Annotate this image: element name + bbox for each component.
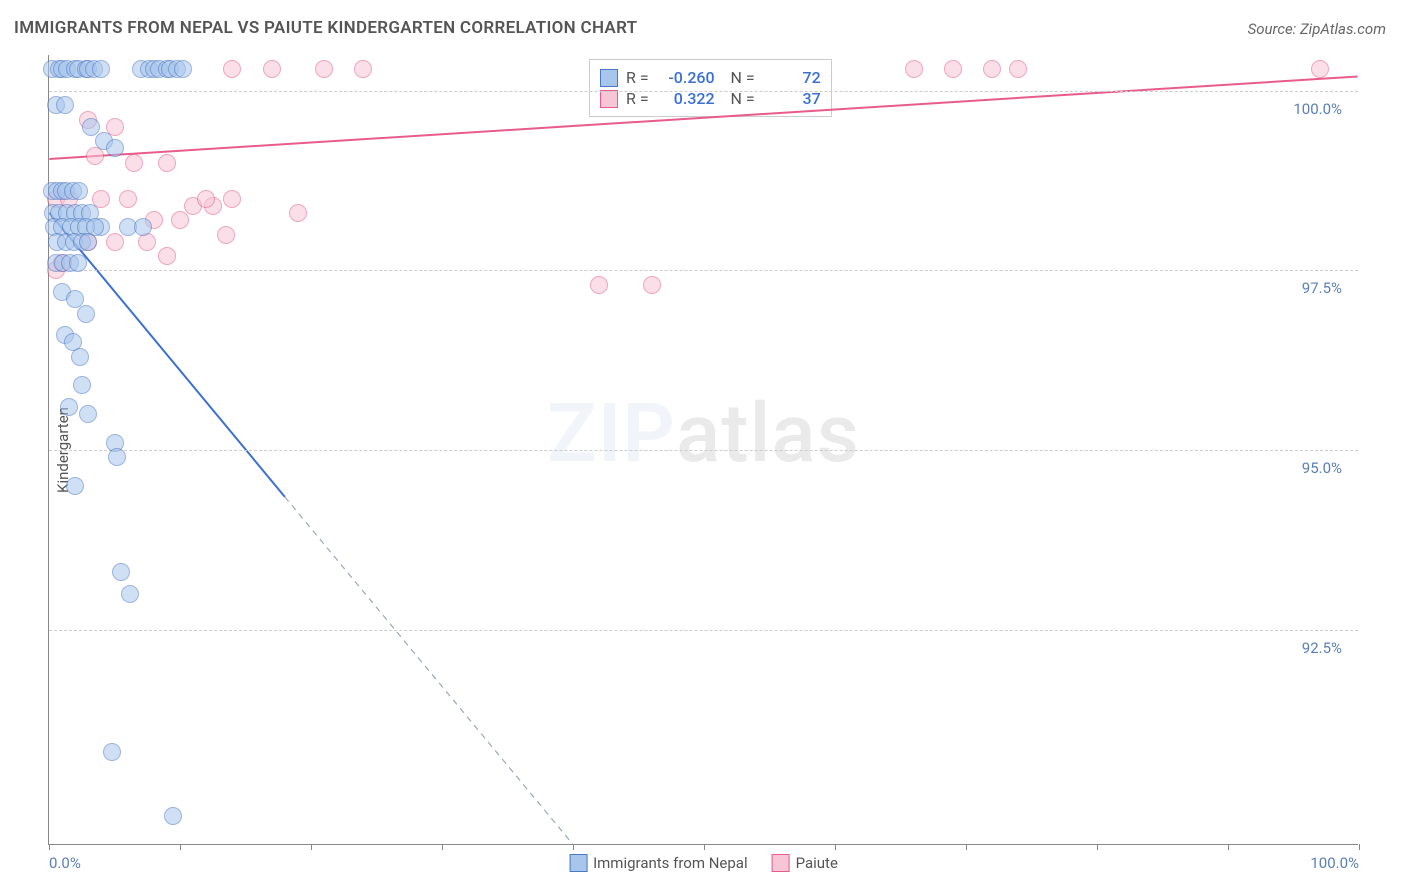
scatter-point <box>217 226 235 244</box>
scatter-point <box>134 218 152 236</box>
scatter-point <box>289 204 307 222</box>
gridline <box>49 450 1358 451</box>
x-tick <box>311 844 312 850</box>
scatter-point <box>354 60 372 78</box>
x-tick <box>1097 844 1098 850</box>
x-tick <box>49 844 50 850</box>
scatter-point <box>103 743 121 761</box>
scatter-point <box>983 60 1001 78</box>
n-value: 72 <box>763 68 821 87</box>
gridline <box>49 91 1358 92</box>
x-tick <box>704 844 705 850</box>
scatter-point <box>77 305 95 323</box>
y-tick-label: 95.0% <box>1298 459 1346 477</box>
scatter-point <box>164 807 182 825</box>
legend-label: Immigrants from Nepal <box>593 854 748 872</box>
scatter-point <box>70 182 88 200</box>
scatter-point <box>71 348 89 366</box>
y-tick-label: 92.5% <box>1298 639 1346 657</box>
watermark-atlas: atlas <box>676 386 860 482</box>
scatter-point <box>315 60 333 78</box>
scatter-point <box>944 60 962 78</box>
scatter-point <box>79 405 97 423</box>
scatter-point <box>158 247 176 265</box>
legend-label: Paiute <box>796 854 838 872</box>
scatter-point <box>174 60 192 78</box>
x-tick <box>1359 844 1360 850</box>
legend-swatch <box>569 854 587 872</box>
legend-swatch <box>772 854 790 872</box>
x-tick <box>442 844 443 850</box>
x-tick <box>573 844 574 850</box>
scatter-point <box>905 60 923 78</box>
scatter-point <box>1009 60 1027 78</box>
gridline <box>49 630 1358 631</box>
x-tick <box>966 844 967 850</box>
chart-title: IMMIGRANTS FROM NEPAL VS PAIUTE KINDERGA… <box>14 18 637 38</box>
scatter-point <box>263 60 281 78</box>
series-legend: Immigrants from Nepal Paiute <box>569 854 838 872</box>
scatter-point <box>69 254 87 272</box>
scatter-point <box>643 276 661 294</box>
scatter-point <box>106 139 124 157</box>
scatter-point <box>82 118 100 136</box>
x-tick-label: 0.0% <box>49 854 81 872</box>
y-tick-label: 100.0% <box>1289 100 1346 118</box>
scatter-point <box>60 398 78 416</box>
scatter-point <box>79 233 97 251</box>
scatter-point <box>112 563 130 581</box>
source-label: Source: ZipAtlas.com <box>1248 20 1386 38</box>
plot-area: Kindergarten ZIPatlas R = -0.260 N = 72R… <box>48 55 1358 845</box>
x-tick <box>835 844 836 850</box>
legend-row: R = -0.260 N = 72 <box>600 68 821 87</box>
scatter-point <box>92 60 110 78</box>
legend-swatch <box>600 90 618 108</box>
scatter-point <box>56 96 74 114</box>
scatter-point <box>223 60 241 78</box>
gridline <box>49 270 1358 271</box>
scatter-point <box>158 154 176 172</box>
scatter-point <box>106 233 124 251</box>
scatter-point <box>121 585 139 603</box>
legend-item: Immigrants from Nepal <box>569 854 748 872</box>
watermark-zip: ZIP <box>547 386 676 482</box>
r-value: -0.260 <box>657 68 715 87</box>
scatter-point <box>223 190 241 208</box>
correlation-legend: R = -0.260 N = 72R = 0.322 N = 37 <box>589 59 832 117</box>
legend-swatch <box>600 69 618 87</box>
scatter-point <box>171 211 189 229</box>
scatter-point <box>197 190 215 208</box>
r-label: R = <box>626 68 649 87</box>
scatter-point <box>119 190 137 208</box>
scatter-point <box>1311 60 1329 78</box>
x-tick <box>1228 844 1229 850</box>
scatter-point <box>73 376 91 394</box>
x-tick <box>180 844 181 850</box>
scatter-point <box>590 276 608 294</box>
watermark: ZIPatlas <box>547 386 860 482</box>
scatter-point <box>108 448 126 466</box>
n-label: N = <box>723 68 755 87</box>
legend-item: Paiute <box>772 854 838 872</box>
scatter-point <box>66 477 84 495</box>
scatter-point <box>125 154 143 172</box>
y-tick-label: 97.5% <box>1298 279 1346 297</box>
x-tick-label: 100.0% <box>1310 854 1359 872</box>
